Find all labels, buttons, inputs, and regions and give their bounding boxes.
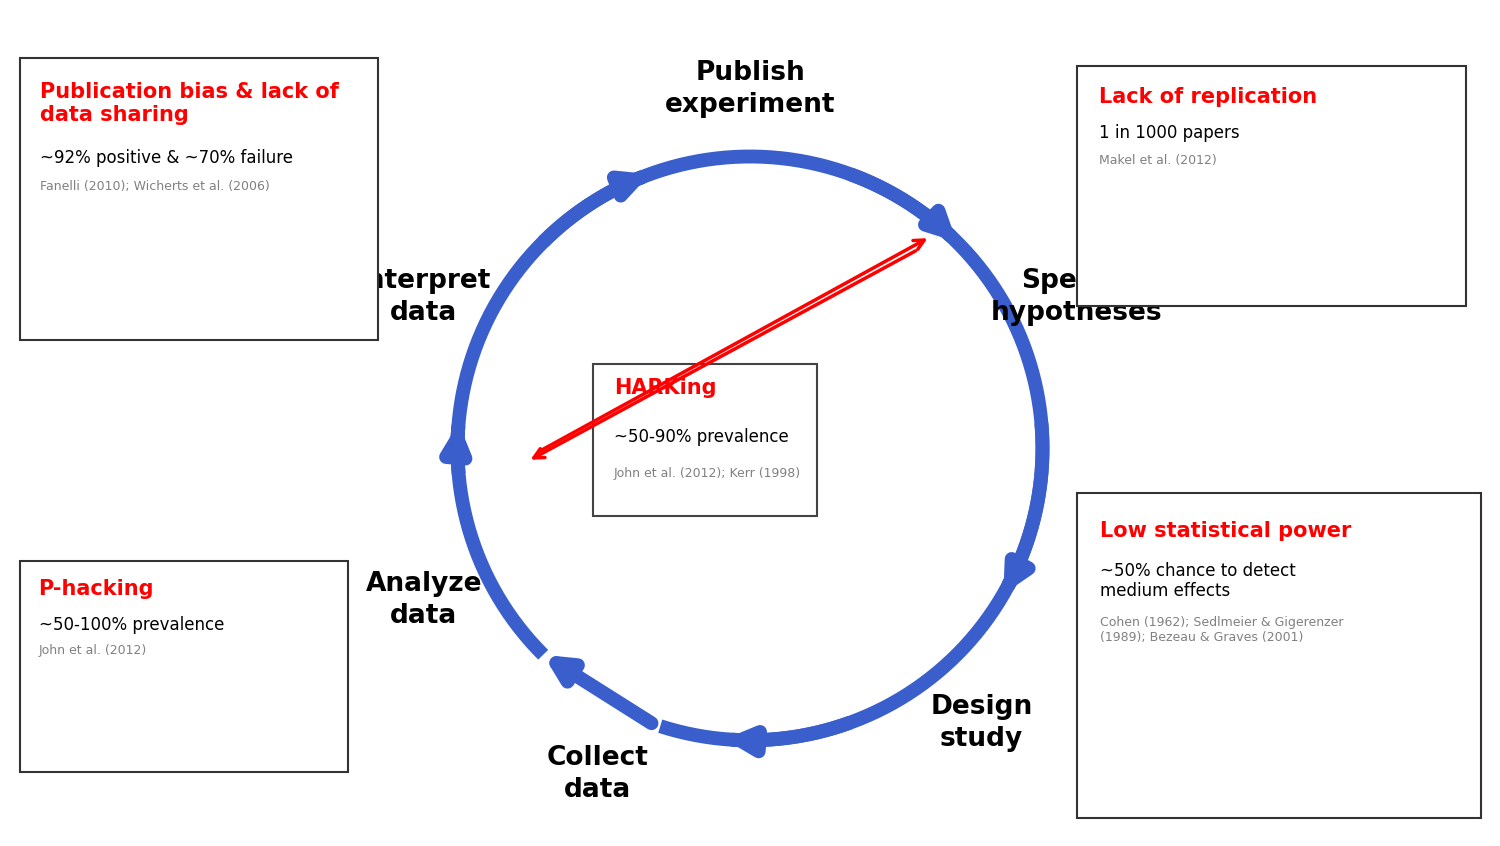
Text: Low statistical power: Low statistical power (1100, 520, 1352, 541)
FancyBboxPatch shape (20, 58, 378, 340)
Text: Makel et al. (2012): Makel et al. (2012) (1100, 154, 1216, 167)
Text: John et al. (2012); Kerr (1998): John et al. (2012); Kerr (1998) (614, 467, 801, 480)
Text: 1 in 1000 papers: 1 in 1000 papers (1100, 124, 1239, 142)
Text: Analyze
data: Analyze data (366, 571, 482, 629)
Text: Cohen (1962); Sedlmeier & Gigerenzer
(1989); Bezeau & Graves (2001): Cohen (1962); Sedlmeier & Gigerenzer (19… (1100, 616, 1344, 645)
Text: John et al. (2012): John et al. (2012) (39, 645, 147, 657)
Text: ~92% positive & ~70% failure: ~92% positive & ~70% failure (40, 149, 292, 167)
Text: ~50-90% prevalence: ~50-90% prevalence (614, 429, 789, 447)
FancyBboxPatch shape (592, 365, 816, 516)
Text: Publication bias & lack of
data sharing: Publication bias & lack of data sharing (40, 81, 339, 124)
FancyBboxPatch shape (1077, 493, 1480, 818)
Text: Specify
hypotheses: Specify hypotheses (990, 267, 1162, 326)
Text: P-hacking: P-hacking (39, 580, 154, 599)
FancyBboxPatch shape (1077, 66, 1466, 306)
Text: Interpret
data: Interpret data (357, 267, 490, 326)
Text: ~50% chance to detect
medium effects: ~50% chance to detect medium effects (1100, 562, 1296, 601)
Text: Publish
experiment: Publish experiment (664, 60, 836, 118)
Text: Lack of replication: Lack of replication (1100, 86, 1317, 107)
Text: Collect
data: Collect data (548, 744, 650, 803)
Text: Fanelli (2010); Wicherts et al. (2006): Fanelli (2010); Wicherts et al. (2006) (40, 180, 270, 193)
FancyBboxPatch shape (20, 561, 348, 772)
Text: HARKing: HARKing (614, 377, 716, 398)
Text: Design
study: Design study (930, 695, 1032, 752)
Text: ~50-100% prevalence: ~50-100% prevalence (39, 616, 224, 634)
